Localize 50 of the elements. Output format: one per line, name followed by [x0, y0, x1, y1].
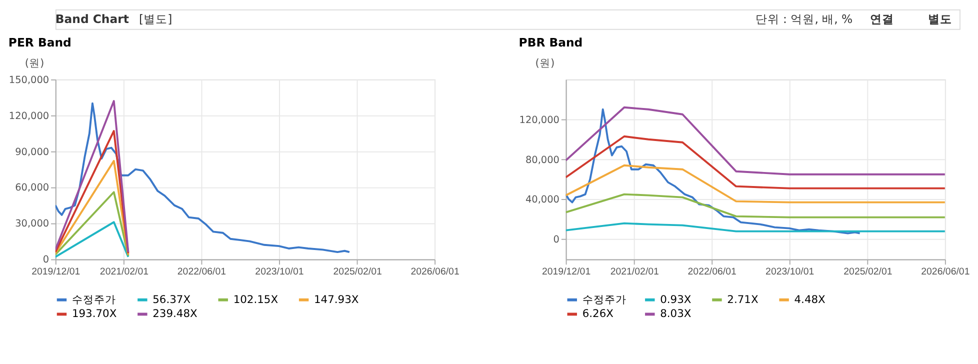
line-series: [566, 222, 945, 232]
x-tick-label: 2022/06/01: [177, 266, 226, 278]
legend-label: 147.93X: [314, 292, 359, 306]
x-tick-label: 2026/06/01: [410, 266, 460, 278]
y-tick-label: 0: [553, 234, 560, 246]
line-series: [566, 108, 861, 234]
line-series: [566, 193, 945, 218]
line-series: [566, 106, 945, 176]
text: Band Chart: [55, 12, 130, 26]
y-tick-label: 120,000: [8, 110, 50, 122]
line-series: [566, 135, 945, 190]
y-tick-label: 40,000: [525, 194, 560, 206]
legend-label: 193.70X: [72, 307, 117, 320]
legend-label: 수정주가: [582, 292, 626, 306]
line-series: [566, 164, 945, 204]
x-tick-label: 2025/02/01: [844, 266, 892, 278]
legend-label: 6.26X: [582, 307, 614, 320]
y-tick-label: 0: [42, 254, 50, 266]
legend-label: 수정주가: [72, 292, 116, 306]
chart-title: PBR Band: [518, 35, 583, 50]
y-axis-title: (원): [535, 56, 555, 70]
legend-label: 2.71X: [727, 292, 758, 306]
legend-label: 0.93X: [660, 292, 692, 306]
legend-label: 102.15X: [233, 292, 278, 306]
x-tick-label: 2021/02/01: [610, 266, 659, 278]
legend-label: 4.48X: [794, 292, 826, 306]
text: 별도: [928, 12, 952, 26]
legend-label: 8.03X: [660, 307, 692, 320]
x-tick-label: 2023/10/01: [766, 266, 814, 278]
chart-title: PER Band: [8, 35, 72, 50]
y-tick-label: 80,000: [525, 154, 560, 166]
text: 연결: [870, 12, 894, 26]
line-series: [55, 102, 350, 254]
x-tick-label: 2019/12/01: [542, 266, 591, 278]
y-tick-label: 90,000: [15, 146, 50, 158]
text: 단위 : 억원, 배, %: [755, 12, 853, 26]
x-tick-label: 2025/02/01: [333, 266, 382, 278]
text: [별도]: [139, 12, 172, 26]
x-tick-label: 2023/10/01: [255, 266, 304, 278]
x-tick-label: 2019/12/01: [32, 266, 80, 278]
y-axis-title: (원): [24, 56, 44, 70]
legend-label: 239.48X: [152, 307, 198, 320]
x-tick-label: 2026/06/01: [921, 266, 970, 278]
y-tick-label: 30,000: [15, 218, 50, 230]
y-tick-label: 60,000: [15, 182, 50, 194]
y-tick-label: 150,000: [8, 74, 50, 86]
x-tick-label: 2021/02/01: [100, 266, 149, 278]
x-tick-label: 2022/06/01: [688, 266, 736, 278]
legend-label: 56.37X: [152, 292, 191, 306]
y-tick-label: 120,000: [519, 114, 560, 126]
